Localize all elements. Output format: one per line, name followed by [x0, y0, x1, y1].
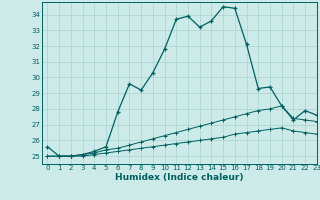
X-axis label: Humidex (Indice chaleur): Humidex (Indice chaleur) — [115, 173, 244, 182]
